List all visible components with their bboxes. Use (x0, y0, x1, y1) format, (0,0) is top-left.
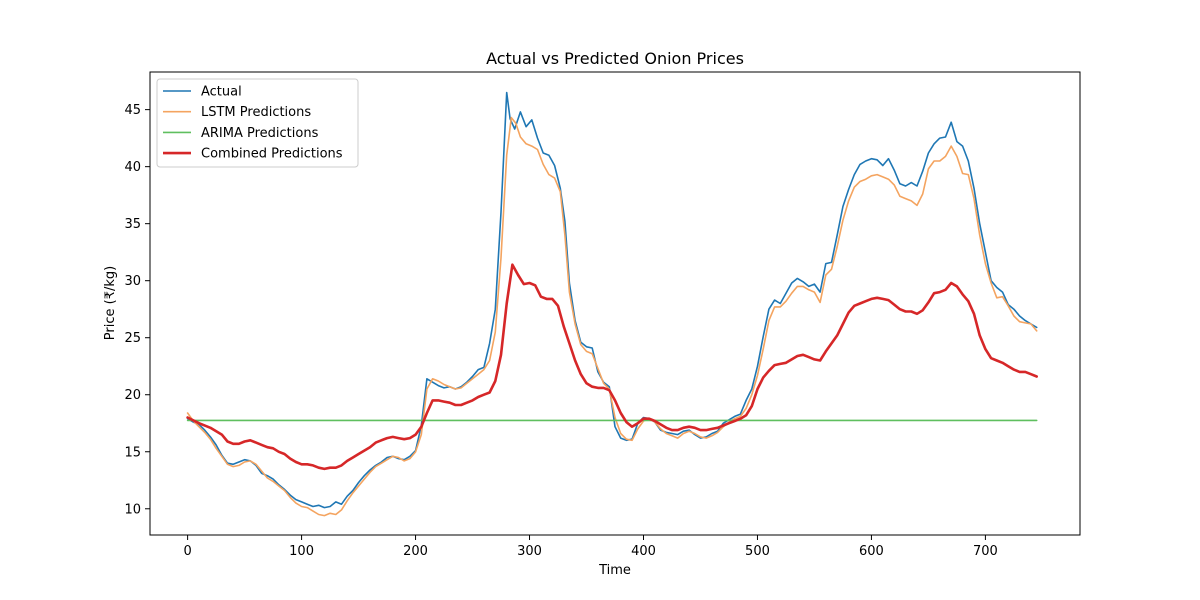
plot-lines (186, 91, 1038, 517)
legend-frame (156, 78, 359, 168)
legend-label-3: Combined Predictions (201, 147, 343, 162)
y-axis-ticks: 10 15 20 25 30 35 40 45 (124, 103, 150, 517)
legend-label-1: LSTM Predictions (201, 105, 311, 120)
legend: Actual LSTM Predictions ARIMA Predictions C… (156, 78, 359, 168)
x-tick-label: 700 (973, 544, 998, 559)
plot-area-frame (149, 71, 1081, 536)
legend-label-2: ARIMA Predictions (201, 126, 319, 141)
x-tick-label: 100 (289, 544, 314, 559)
y-tick-label: 45 (124, 103, 141, 118)
series-line-0 (186, 91, 1038, 509)
chart-title: Actual vs Predicted Onion Prices (486, 49, 744, 68)
y-tick-label: 30 (124, 274, 141, 289)
y-tick-label: 25 (124, 331, 141, 346)
y-tick-label: 15 (124, 445, 141, 460)
x-tick-label: 500 (745, 544, 770, 559)
x-tick-label: 400 (631, 544, 656, 559)
x-tick-label: 0 (183, 544, 191, 559)
y-tick-label: 20 (124, 388, 141, 403)
y-axis-label: Price (₹/kg) (103, 266, 118, 340)
x-axis-ticks: 0 100 200 300 400 500 600 700 (183, 535, 998, 559)
y-tick-label: 10 (124, 502, 141, 517)
series-line-3 (186, 263, 1038, 471)
y-tick-label: 35 (124, 217, 141, 232)
x-tick-label: 300 (517, 544, 542, 559)
legend-label-0: Actual (201, 85, 242, 100)
x-tick-label: 600 (859, 544, 884, 559)
x-tick-label: 200 (403, 544, 428, 559)
x-axis-label: Time (598, 563, 631, 578)
y-tick-label: 40 (124, 160, 141, 175)
